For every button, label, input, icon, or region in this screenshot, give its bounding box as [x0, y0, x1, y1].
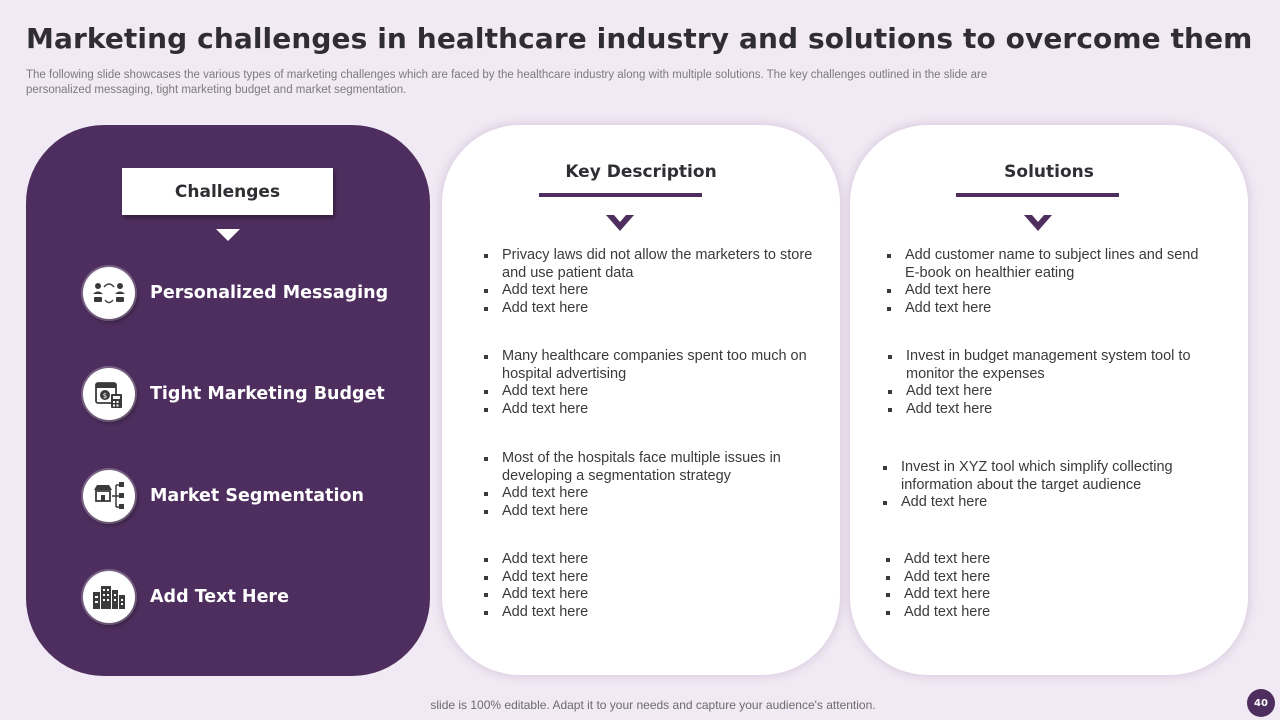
- bullet-item: Add text here: [483, 604, 813, 622]
- description-group-2: Many healthcare companies spent too much…: [483, 348, 813, 419]
- bullet-item: Add text here: [887, 401, 1217, 419]
- down-arrow-icon: [606, 215, 634, 231]
- bullet-item: Add text here: [885, 604, 1215, 622]
- challenge-label: Tight Marketing Budget: [150, 384, 385, 404]
- description-group-4: Add text here Add text here Add text her…: [483, 551, 813, 622]
- bullet-item: Add text here: [885, 586, 1215, 604]
- page-number-badge: 40: [1247, 689, 1275, 717]
- challenge-tight-marketing-budget: $ Tight Marketing Budget: [83, 366, 385, 422]
- store-network-icon: [83, 470, 135, 522]
- challenge-market-segmentation: Market Segmentation: [83, 468, 364, 524]
- heading-underline: [956, 193, 1119, 197]
- bullet-item: Invest in budget management system tool …: [887, 348, 1217, 383]
- bullet-item: Add text here: [886, 282, 1216, 300]
- bullet-item: Add text here: [483, 551, 813, 569]
- bullet-item: Add customer name to subject lines and s…: [886, 247, 1216, 282]
- down-arrow-icon: [1024, 215, 1052, 231]
- bullet-item: Privacy laws did not allow the marketers…: [483, 247, 813, 282]
- bullet-item: Many healthcare companies spent too much…: [483, 348, 813, 383]
- bullet-item: Add text here: [887, 383, 1217, 401]
- buildings-icon: [83, 571, 135, 623]
- challenge-add-text-here: Add Text Here: [83, 569, 289, 625]
- slide-title: Marketing challenges in healthcare indus…: [26, 22, 1253, 55]
- bullet-item: Add text here: [483, 586, 813, 604]
- bullet-item: Invest in XYZ tool which simplify collec…: [882, 459, 1217, 494]
- bullet-item: Add text here: [882, 494, 1217, 512]
- bullet-item: Most of the hospitals face multiple issu…: [483, 450, 813, 485]
- heading-underline: [539, 193, 702, 197]
- bullet-item: Add text here: [483, 569, 813, 587]
- challenge-label: Personalized Messaging: [150, 283, 389, 303]
- slide-subtitle: The following slide showcases the variou…: [26, 69, 988, 96]
- budget-calendar-calculator-icon: $: [83, 368, 135, 420]
- key-description-card: Key Description Privacy laws did not all…: [442, 125, 840, 675]
- people-chat-icon: [83, 267, 135, 319]
- challenge-label: Add Text Here: [150, 587, 289, 607]
- solutions-heading: Solutions: [1004, 162, 1094, 182]
- challenges-panel: Challenges Personalized Messaging $: [26, 125, 430, 676]
- solution-group-3: Invest in XYZ tool which simplify collec…: [882, 459, 1217, 512]
- bullet-item: Add text here: [483, 485, 813, 503]
- description-group-3: Most of the hospitals face multiple issu…: [483, 450, 813, 521]
- solution-group-2: Invest in budget management system tool …: [887, 348, 1217, 419]
- svg-text:$: $: [103, 392, 107, 400]
- bullet-item: Add text here: [886, 300, 1216, 318]
- bullet-item: Add text here: [885, 551, 1215, 569]
- key-description-heading: Key Description: [565, 162, 717, 182]
- bullet-item: Add text here: [483, 383, 813, 401]
- bullet-item: Add text here: [483, 503, 813, 521]
- challenge-personalized-messaging: Personalized Messaging: [83, 265, 388, 321]
- bullet-item: Add text here: [483, 282, 813, 300]
- solution-group-1: Add customer name to subject lines and s…: [886, 247, 1216, 318]
- challenge-label: Market Segmentation: [150, 486, 364, 506]
- bullet-item: Add text here: [483, 401, 813, 419]
- description-group-1: Privacy laws did not allow the marketers…: [483, 247, 813, 318]
- solutions-card: Solutions Add customer name to subject l…: [850, 125, 1248, 675]
- footer-note: slide is 100% editable. Adapt it to your…: [430, 698, 876, 712]
- solution-group-4: Add text here Add text here Add text her…: [885, 551, 1215, 622]
- bullet-item: Add text here: [885, 569, 1215, 587]
- challenges-heading: Challenges: [122, 168, 333, 215]
- challenges-arrow-icon: [216, 229, 240, 241]
- bullet-item: Add text here: [483, 300, 813, 318]
